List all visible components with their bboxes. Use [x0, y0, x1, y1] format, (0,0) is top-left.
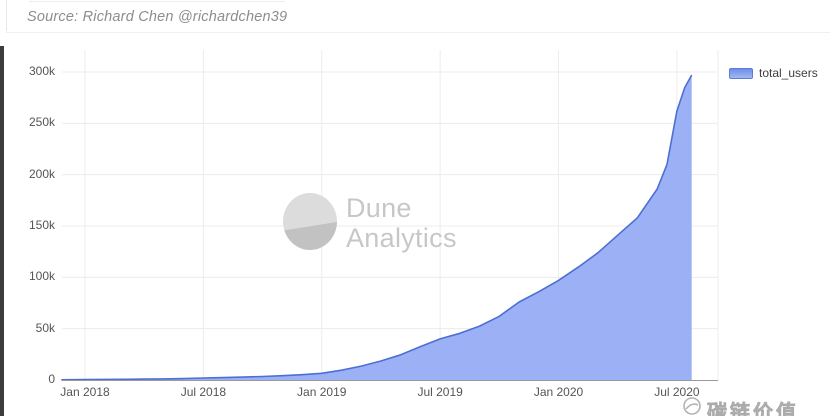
source-text: Source: Richard Chen @richardchen39	[27, 9, 288, 25]
x-tick-label: Jul 2020	[654, 385, 700, 399]
dune-watermark-line1: Dune	[346, 193, 412, 223]
footer-watermark-text: 碳链价值	[707, 402, 799, 416]
x-tick-label: Jan 2019	[297, 385, 347, 399]
footer-logo-icon	[683, 397, 701, 415]
source-divider	[6, 32, 830, 33]
legend-total-users[interactable]: total_users	[729, 66, 818, 80]
legend-label: total_users	[759, 66, 818, 80]
x-tick-label: Jan 2020	[533, 385, 584, 399]
legend-swatch-icon	[729, 67, 753, 79]
left-edge-bar	[0, 46, 4, 416]
footer-watermark: 碳链价值	[682, 396, 799, 416]
card-left-edge	[6, 0, 7, 31]
x-tick-label: Jul 2019	[417, 385, 463, 399]
x-tick-label: Jul 2018	[180, 385, 227, 399]
y-tick-label: 200k	[28, 166, 55, 181]
dune-watermark-text: Dune Analytics	[346, 193, 457, 253]
source-attribution: Source: Richard Chen @richardchen39	[27, 6, 287, 28]
x-tick-label: Jan 2018	[60, 385, 110, 399]
y-tick-label: 100k	[28, 269, 55, 284]
dune-watermark-line2: Analytics	[346, 223, 457, 253]
dune-logo-icon	[283, 193, 337, 250]
top-edge-divider	[29, 1, 285, 2]
y-tick-label: 50k	[35, 320, 55, 335]
dune-analytics-watermark: Dune Analytics	[283, 193, 457, 253]
y-tick-label: 0	[48, 372, 55, 386]
y-tick-label: 250k	[28, 115, 55, 130]
y-tick-label: 150k	[28, 218, 55, 232]
y-tick-label: 300k	[28, 64, 55, 78]
